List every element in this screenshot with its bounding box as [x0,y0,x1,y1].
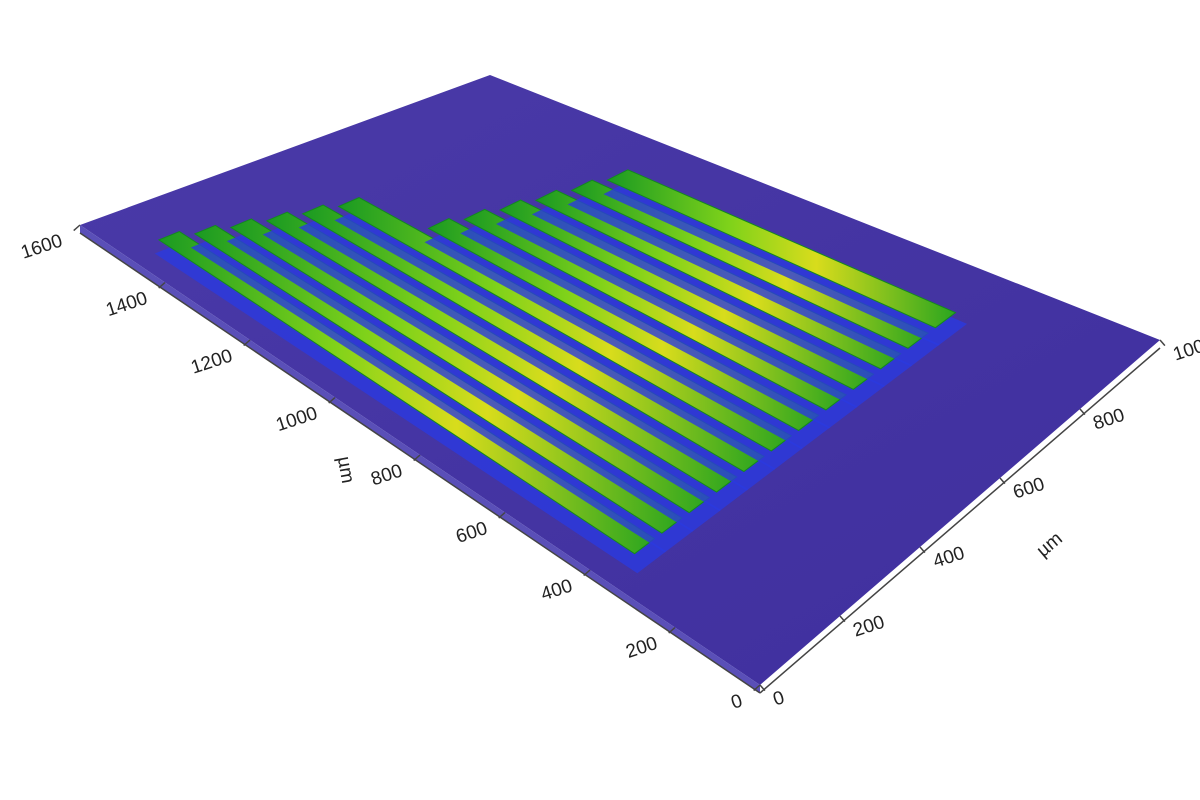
ridge [301,204,765,473]
ridge [229,218,711,514]
ridge [534,189,902,370]
tick-mark [73,224,81,232]
ridge-shadow [496,209,885,408]
ridge-shadow [603,179,968,346]
x-tick-label: 0 [771,687,788,710]
ridge-shadow [262,222,749,512]
x-tick-label: 1000 [1171,332,1200,365]
base-side [80,225,760,693]
x-tick-label: 200 [851,612,888,642]
ridge-shadow [424,228,831,450]
y-tick-label: 800 [368,461,405,491]
ridge-shadow [567,189,940,367]
ridge-shadow [460,219,858,429]
tick-mark [1159,339,1166,347]
ridge-shadow [334,207,803,470]
ridge [193,224,683,534]
y-tick-label: 1200 [188,346,235,379]
y-tick-label: 600 [453,518,490,548]
x-tick-label: 800 [1091,405,1128,435]
y-tick-label: 400 [538,576,575,606]
x-axis-label: µm [1033,528,1067,561]
y-tick-label: 0 [729,691,746,714]
ridge [427,218,820,432]
ridge [463,208,848,411]
y-tick-label: 1000 [273,403,320,436]
ridge-shadow [298,214,776,491]
x-tick-label: 600 [1011,474,1048,504]
y-tick-label: 1600 [18,231,65,264]
x-axis-line [759,347,1161,694]
ridge [337,197,793,452]
ridge-shadow [226,228,721,532]
ridge-shadow [531,199,913,388]
ridge [157,231,656,555]
y-tick-label: 1400 [103,288,150,321]
y-axis-label: µm [333,455,358,485]
ridge [265,211,738,493]
y-axis-line [79,232,761,694]
y-tick-label: 200 [623,633,660,663]
ridge [606,169,957,329]
x-tick-label: 400 [931,543,968,573]
ridge [499,199,875,390]
surface [80,75,1160,693]
